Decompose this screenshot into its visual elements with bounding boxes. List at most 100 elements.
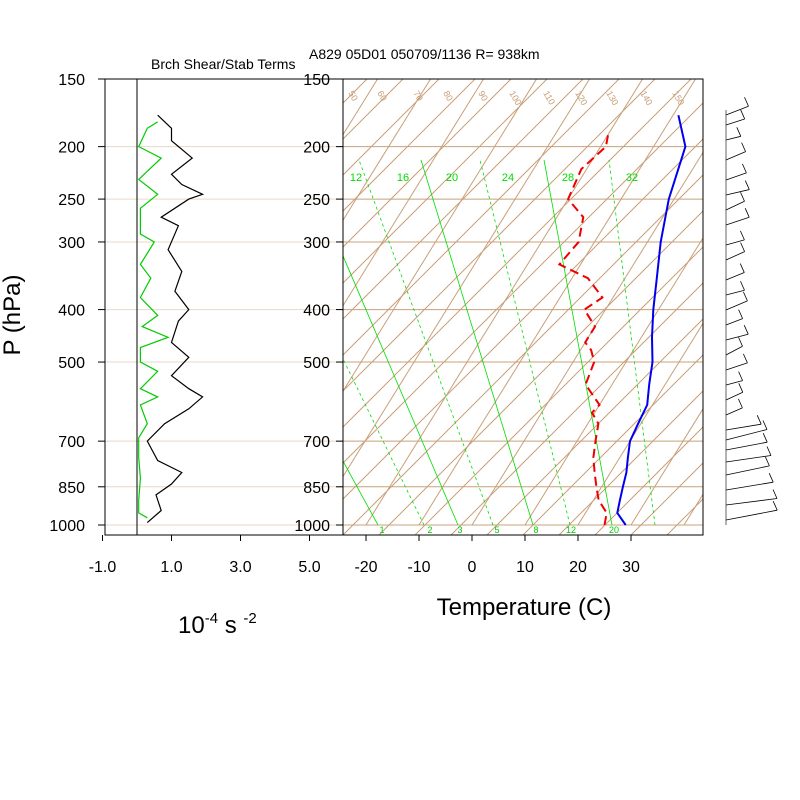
dry-adiabat-line — [343, 79, 512, 248]
dry-adiabat-line — [450, 282, 703, 535]
wind-barb-shaft — [725, 105, 749, 116]
dry-adiabat-line — [343, 79, 692, 428]
mixing-ratio-lines — [343, 159, 656, 526]
wind-barb-flag — [740, 281, 745, 291]
pressure-tick-label-right-400: 400 — [303, 303, 330, 320]
mixing-ratio-line — [343, 254, 459, 526]
isotherm-line — [471, 151, 703, 526]
wind-barb-shaft — [725, 251, 745, 261]
adiabat-label: 90 — [476, 89, 490, 103]
pressure-tick-label-right-850: 850 — [303, 480, 330, 497]
temperature-tick-label-30: 30 — [622, 559, 640, 576]
shear-x-tick-labels: -1.0 1.0 3.0 5.0 — [89, 535, 321, 576]
wind-barb-shaft — [725, 498, 778, 506]
wind-barb-shaft — [725, 151, 746, 161]
dry-adiabat-line — [522, 354, 703, 535]
wind-barb-shaft — [725, 300, 748, 311]
wind-barb-shaft — [725, 465, 770, 476]
wind-barb-shaft — [725, 380, 743, 386]
left-pressure-tick-labels: 150 200 250 300 400 500 700 850 1000 — [49, 72, 105, 535]
isotherm-line — [524, 236, 703, 526]
mixing-ratio-label-upper: 12 — [350, 172, 362, 184]
pressure-tick-label-300: 300 — [58, 235, 85, 252]
pressure-tick-label-850: 850 — [58, 480, 85, 497]
mixing-ratio-label-lower: 3 — [457, 525, 462, 535]
pressure-tick-label-right-300: 300 — [303, 235, 330, 252]
temperature-tick-label--20: -20 — [354, 559, 377, 576]
temperature-tick-label-20: 20 — [569, 559, 587, 576]
wind-barb-shaft — [725, 318, 743, 326]
dewpoint-profile-line — [557, 134, 610, 526]
mixing-ratio-labels: 12 16 20 24 28 321 2 3 5 8 12 20 — [350, 172, 638, 535]
wind-barb-flag — [772, 489, 778, 499]
mixing-ratio-label-lower: 12 — [566, 525, 576, 535]
isotherm-line — [343, 79, 379, 136]
temperature-tick-labels: -20 -10 0 10 20 30 — [354, 535, 640, 576]
wind-barb-flag — [744, 180, 750, 190]
wind-barb-flag — [743, 291, 748, 302]
mixing-ratio-label-upper: 32 — [626, 172, 638, 184]
temperature-tick-label-0: 0 — [468, 559, 477, 576]
wind-barb-flag — [738, 309, 743, 319]
wind-barb-shaft — [725, 455, 772, 463]
wind-barb-shaft — [725, 189, 750, 196]
wind-barb-flag — [738, 371, 743, 381]
pressure-tick-label-right-700: 700 — [303, 434, 330, 451]
left-pressure-gridlines — [105, 146, 343, 526]
dry-adiabat-line — [414, 246, 703, 535]
temperature-tick-label-10: 10 — [516, 559, 534, 576]
sounding-profiles — [557, 114, 687, 526]
shear-tick-label-3.0: 3.0 — [229, 559, 251, 576]
wind-barb-shaft — [725, 135, 741, 141]
shear-stab-series — [137, 114, 205, 524]
mixing-ratio-line — [420, 159, 534, 526]
pressure-tick-label-1000: 1000 — [49, 518, 85, 535]
wind-barb-shaft — [725, 172, 747, 181]
pressure-tick-label-150: 150 — [58, 72, 85, 89]
wind-barb-flag — [743, 325, 749, 335]
wind-barb-flag — [762, 433, 768, 443]
wind-barb-flag — [762, 420, 768, 430]
wind-barb-shaft — [725, 391, 743, 401]
wind-barb-flag — [765, 456, 770, 467]
pressure-axis-label: P (hPa) — [0, 275, 26, 356]
adiabat-label: 80 — [441, 89, 455, 103]
dry-adiabat-lines — [343, 79, 703, 535]
wind-barb-shaft — [725, 345, 743, 356]
wind-barb-shaft — [725, 423, 762, 431]
mixing-ratio-line — [479, 159, 571, 526]
wind-barb-shaft — [725, 509, 778, 521]
pressure-tick-label-right-200: 200 — [303, 140, 330, 157]
wind-barb-flag — [740, 109, 746, 120]
wind-barb-shaft — [725, 272, 745, 281]
wind-barb-flag — [739, 263, 745, 273]
wind-barb-flag — [766, 446, 772, 456]
adiabat-label: 60 — [375, 89, 389, 103]
mixing-ratio-label-lower: 1 — [379, 525, 384, 535]
right-pressure-tick-labels: 150 200 250 300 400 500 700 850 1000 — [294, 72, 343, 535]
skew-t-plot-frame — [342, 78, 704, 536]
mixing-ratio-line — [608, 159, 656, 526]
pressure-tick-label-700: 700 — [58, 434, 85, 451]
isotherm-line — [343, 79, 538, 393]
wind-barb-shaft — [725, 216, 750, 226]
pressure-tick-label-400: 400 — [58, 303, 85, 320]
shear-series-line-1 — [137, 121, 170, 519]
skew-t-panel: 50 60 70 80 90 100 110 120 130 140 150 12 16 20 24 28 3… — [294, 72, 704, 621]
mixing-ratio-label-upper: 24 — [502, 172, 514, 184]
dry-adiabat-line — [343, 79, 548, 284]
pressure-tick-label-200: 200 — [58, 140, 85, 157]
wind-barbs — [725, 97, 778, 525]
dry-adiabat-line — [343, 79, 620, 356]
wind-barb-flag — [744, 208, 750, 218]
wind-barb-shaft — [725, 333, 749, 341]
dry-adiabat-line — [594, 426, 703, 535]
isotherm-line — [418, 79, 697, 526]
mixing-ratio-line — [358, 159, 494, 526]
pressure-tick-label-right-250: 250 — [303, 192, 330, 209]
dry-adiabat-line — [343, 174, 703, 535]
adiabat-label: 50 — [346, 89, 360, 103]
wind-barb-shaft — [725, 481, 774, 491]
mixing-ratio-label-lower: 20 — [609, 525, 619, 535]
mixing-ratio-label-upper: 28 — [562, 172, 574, 184]
